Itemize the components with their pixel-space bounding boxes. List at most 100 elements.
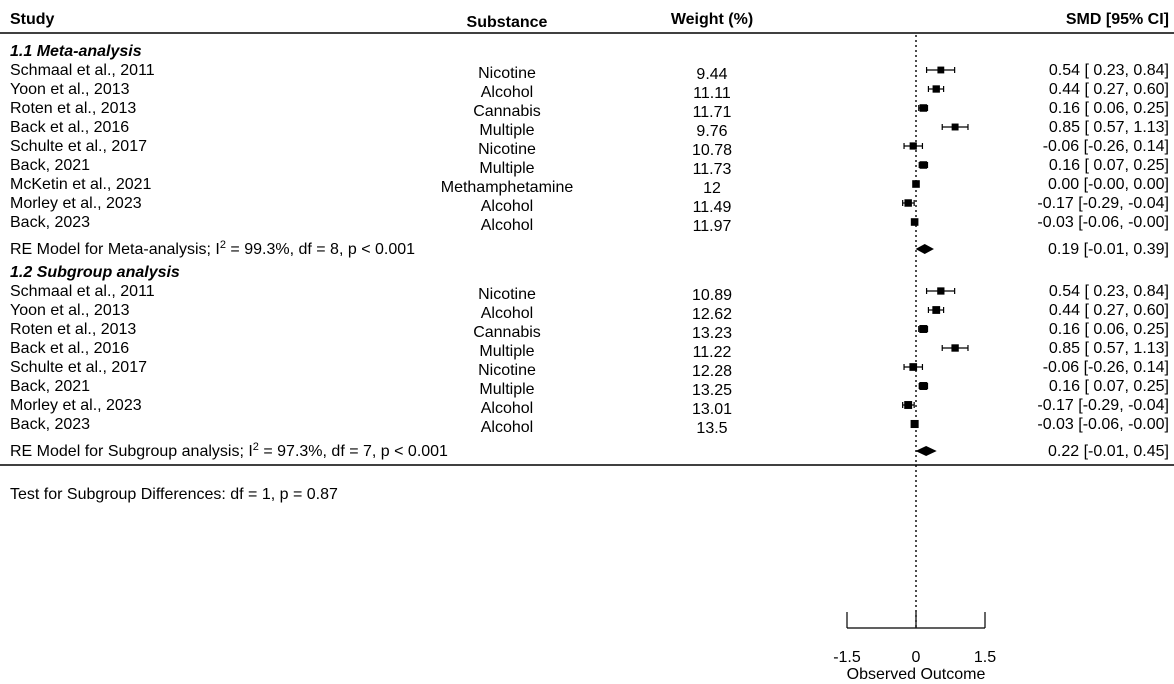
study-ci-text: 0.00 [-0.00, 0.00] [1048, 176, 1169, 193]
point-estimate [909, 363, 918, 371]
study-ci-text: 0.16 [ 0.07, 0.25] [1049, 378, 1169, 395]
point-estimate [919, 161, 928, 169]
study-name: Back, 2021 [10, 157, 90, 174]
point-estimate [912, 180, 920, 188]
study-substance: Multiple [479, 160, 534, 177]
header-effect: SMD [95% CI] [1066, 11, 1169, 28]
study-weight: 11.22 [693, 344, 732, 361]
study-name: Roten et al., 2013 [10, 321, 136, 338]
subgroup-test: Test for Subgroup Differences: df = 1, p… [10, 486, 338, 503]
study-weight: 11.49 [693, 199, 732, 216]
study-ci-text: 0.44 [ 0.27, 0.60] [1049, 302, 1169, 319]
study-ci-text: -0.17 [-0.29, -0.04] [1037, 195, 1169, 212]
study-substance: Alcohol [481, 84, 533, 101]
study-substance: Alcohol [481, 400, 533, 417]
point-estimate [910, 419, 919, 429]
study-weight: 9.76 [696, 123, 727, 140]
header-weight: Weight (%) [671, 11, 753, 28]
study-substance: Methamphetamine [441, 179, 574, 196]
study-name: Back et al., 2016 [10, 340, 129, 357]
summary-ci-text: 0.22 [-0.01, 0.45] [1048, 443, 1169, 460]
point-estimate [919, 382, 928, 390]
study-substance: Cannabis [473, 324, 541, 341]
summary-diamond [915, 244, 934, 254]
study-name: Schulte et al., 2017 [10, 138, 147, 155]
study-weight: 12.28 [692, 363, 732, 380]
x-tick-label: -1.5 [833, 649, 861, 666]
summary-label-sup: 2 [253, 441, 259, 453]
study-substance: Alcohol [481, 198, 533, 215]
study-name: Back, 2021 [10, 378, 90, 395]
study-weight: 11.73 [693, 161, 732, 178]
study-name: Back, 2023 [10, 416, 90, 433]
study-weight: 12.62 [692, 306, 732, 323]
study-ci-text: -0.06 [-0.26, 0.14] [1043, 359, 1169, 376]
study-substance: Alcohol [481, 419, 533, 436]
study-weight: 11.71 [693, 104, 732, 121]
summary-label-sup: 2 [220, 239, 226, 251]
study-substance: Nicotine [478, 286, 536, 303]
study-substance: Nicotine [478, 141, 536, 158]
point-estimate [951, 123, 959, 131]
point-estimate [904, 401, 913, 409]
study-weight: 9.44 [696, 66, 727, 83]
study-substance: Multiple [479, 122, 534, 139]
study-name: Roten et al., 2013 [10, 100, 136, 117]
study-weight: 10.89 [692, 287, 732, 304]
study-name: Morley et al., 2023 [10, 397, 142, 414]
summary-label-prefix: RE Model for Subgroup analysis; I [10, 443, 253, 460]
study-weight: 12 [703, 180, 721, 197]
summary-label-prefix: RE Model for Meta-analysis; I [10, 241, 220, 258]
study-ci-text: 0.16 [ 0.06, 0.25] [1049, 100, 1169, 117]
study-name: Schmaal et al., 2011 [10, 283, 155, 300]
study-substance: Nicotine [478, 65, 536, 82]
summary-label-suffix: = 97.3%, df = 7, p < 0.001 [259, 443, 448, 460]
study-ci-text: 0.85 [ 0.57, 1.13] [1049, 340, 1169, 357]
study-ci-text: 0.54 [ 0.23, 0.84] [1049, 283, 1169, 300]
study-name: Yoon et al., 2013 [10, 302, 130, 319]
study-name: Back, 2023 [10, 214, 90, 231]
study-weight: 11.11 [693, 85, 731, 102]
group-title: 1.2 Subgroup analysis [10, 264, 180, 281]
study-ci-text: 0.16 [ 0.07, 0.25] [1049, 157, 1169, 174]
study-name: Yoon et al., 2013 [10, 81, 130, 98]
study-ci-text: -0.06 [-0.26, 0.14] [1043, 138, 1169, 155]
study-substance: Nicotine [478, 362, 536, 379]
summary-label-suffix: = 99.3%, df = 8, p < 0.001 [226, 241, 415, 258]
study-name: Schulte et al., 2017 [10, 359, 147, 376]
point-estimate [932, 85, 940, 93]
point-estimate [937, 66, 945, 74]
group-title: 1.1 Meta-analysis [10, 43, 142, 60]
x-tick-label: 1.5 [974, 649, 996, 666]
summary-ci-text: 0.19 [-0.01, 0.39] [1048, 241, 1169, 258]
study-ci-text: 0.16 [ 0.06, 0.25] [1049, 321, 1169, 338]
study-weight: 10.78 [692, 142, 732, 159]
study-weight: 13.01 [692, 401, 732, 418]
study-weight: 11.97 [693, 218, 732, 235]
x-axis-label: Observed Outcome [847, 666, 986, 683]
study-substance: Cannabis [473, 103, 541, 120]
study-ci-text: 0.85 [ 0.57, 1.13] [1049, 119, 1169, 136]
point-estimate [932, 306, 941, 314]
point-estimate [937, 287, 945, 295]
x-tick-label: 0 [912, 649, 921, 666]
study-ci-text: 0.44 [ 0.27, 0.60] [1049, 81, 1169, 98]
study-name: Schmaal et al., 2011 [10, 62, 155, 79]
point-estimate [909, 142, 917, 150]
study-weight: 13.23 [692, 325, 732, 342]
study-substance: Multiple [479, 343, 534, 360]
study-name: Back et al., 2016 [10, 119, 129, 136]
study-substance: Alcohol [481, 217, 533, 234]
summary-diamond [915, 446, 937, 456]
study-ci-text: -0.03 [-0.06, -0.00] [1037, 416, 1169, 433]
summary-label: RE Model for Meta-analysis; I2 = 99.3%, … [10, 239, 415, 258]
study-weight: 13.25 [692, 382, 732, 399]
point-estimate [919, 325, 928, 333]
study-substance: Multiple [479, 381, 534, 398]
point-estimate [951, 344, 959, 352]
study-ci-text: -0.03 [-0.06, -0.00] [1037, 214, 1169, 231]
header-substance: Substance [467, 14, 548, 31]
study-ci-text: -0.17 [-0.29, -0.04] [1037, 397, 1169, 414]
study-name: Morley et al., 2023 [10, 195, 142, 212]
